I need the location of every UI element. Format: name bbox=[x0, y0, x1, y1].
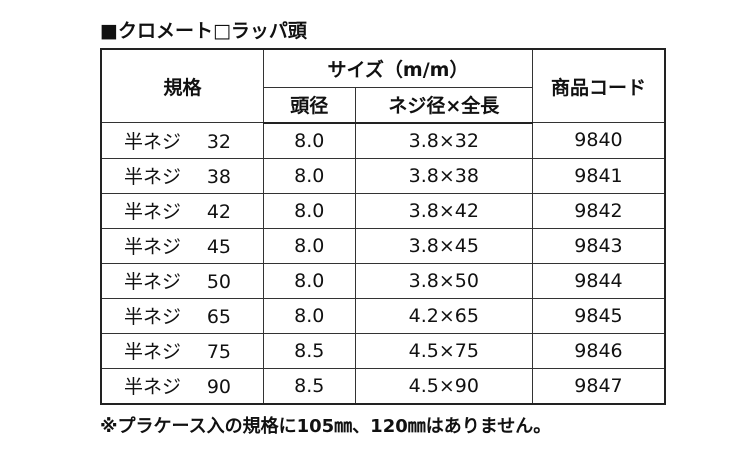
code-cell: 9841 bbox=[531, 157, 666, 194]
length-text: 45 bbox=[206, 236, 232, 258]
row: 半ネジ 38 8.0 3.8×38 9841 bbox=[100, 157, 666, 194]
dims-cell: 3.8×42 bbox=[354, 192, 533, 229]
spec-cell: 半ネジ 42 bbox=[100, 192, 264, 229]
length-text: 42 bbox=[206, 201, 232, 223]
spec-table: 規格 サイズ（m/m） 商品コード 頭径 ネジ径×全長 半ネジ 32 8.0 3.8×… bbox=[100, 48, 666, 405]
head-cell: 8.5 bbox=[262, 332, 356, 369]
header-cell: ネジ径×全長 bbox=[354, 86, 533, 124]
type-text: 半ネジ bbox=[124, 271, 182, 293]
type-text: 半ネジ bbox=[124, 201, 182, 223]
dims-cell: 3.8×38 bbox=[354, 157, 533, 194]
code-cell: 9842 bbox=[531, 192, 666, 229]
length-text: 75 bbox=[206, 341, 232, 363]
head-cell: 8.0 bbox=[262, 122, 356, 159]
length-text: 38 bbox=[206, 166, 232, 188]
head-cell: 8.0 bbox=[262, 192, 356, 229]
head-cell: 8.0 bbox=[262, 227, 356, 264]
type-text: 半ネジ bbox=[124, 341, 182, 363]
row: 半ネジ 65 8.0 4.2×65 9845 bbox=[100, 297, 666, 334]
dims-cell: 3.8×50 bbox=[354, 262, 533, 299]
code-cell: 9843 bbox=[531, 227, 666, 264]
type-text: 半ネジ bbox=[124, 130, 182, 153]
type-text: 半ネジ bbox=[124, 376, 182, 398]
length-text: 32 bbox=[206, 130, 232, 153]
spec-cell: 半ネジ 45 bbox=[100, 227, 264, 264]
dims-cell: 4.5×90 bbox=[354, 367, 533, 404]
code-cell: 9846 bbox=[531, 332, 666, 369]
head-cell: 8.5 bbox=[262, 367, 356, 404]
spec-cell: 半ネジ 38 bbox=[100, 157, 264, 194]
row: 半ネジ 90 8.5 4.5×90 9847 bbox=[100, 367, 666, 404]
length-text: 90 bbox=[206, 376, 232, 398]
header-cell: 規格 bbox=[100, 48, 264, 123]
spec-cell: 半ネジ 65 bbox=[100, 297, 264, 334]
footnote: ※プラケース入の規格に105㎜、120㎜はありません。 bbox=[100, 416, 552, 437]
type-text: 半ネジ bbox=[124, 166, 182, 188]
header-cell: 頭径 bbox=[262, 86, 356, 124]
title: ■クロメート□ラッパ頭 bbox=[100, 20, 307, 42]
spec-cell: 半ネジ 90 bbox=[100, 367, 264, 404]
header-cell: サイズ（m/m） bbox=[262, 48, 533, 88]
row: 半ネジ 32 8.0 3.8×32 9840 bbox=[100, 122, 666, 159]
dims-cell: 3.8×45 bbox=[354, 227, 533, 264]
type-text: 半ネジ bbox=[124, 306, 182, 328]
code-cell: 9844 bbox=[531, 262, 666, 299]
row: 半ネジ 45 8.0 3.8×45 9843 bbox=[100, 227, 666, 264]
header-cell: 商品コード bbox=[531, 48, 666, 123]
dims-cell: 4.2×65 bbox=[354, 297, 533, 334]
head-cell: 8.0 bbox=[262, 262, 356, 299]
length-text: 65 bbox=[206, 306, 232, 328]
spec-cell: 半ネジ 75 bbox=[100, 332, 264, 369]
length-text: 50 bbox=[206, 271, 232, 293]
spec-cell: 半ネジ 50 bbox=[100, 262, 264, 299]
dims-cell: 3.8×32 bbox=[354, 122, 533, 159]
dims-cell: 4.5×75 bbox=[354, 332, 533, 369]
row: 半ネジ 50 8.0 3.8×50 9844 bbox=[100, 262, 666, 299]
code-cell: 9847 bbox=[531, 367, 666, 404]
table-body: 半ネジ 32 8.0 3.8×32 9840 半ネジ 38 8.0 3.8×38 9841 半ネジ 4… bbox=[100, 122, 666, 404]
type-text: 半ネジ bbox=[124, 236, 182, 258]
row: 半ネジ 75 8.5 4.5×75 9846 bbox=[100, 332, 666, 369]
row: 半ネジ 42 8.0 3.8×42 9842 bbox=[100, 192, 666, 229]
head-cell: 8.0 bbox=[262, 157, 356, 194]
spec-cell: 半ネジ 32 bbox=[100, 122, 264, 159]
code-cell: 9845 bbox=[531, 297, 666, 334]
head-cell: 8.0 bbox=[262, 297, 356, 334]
code-cell: 9840 bbox=[531, 122, 666, 159]
